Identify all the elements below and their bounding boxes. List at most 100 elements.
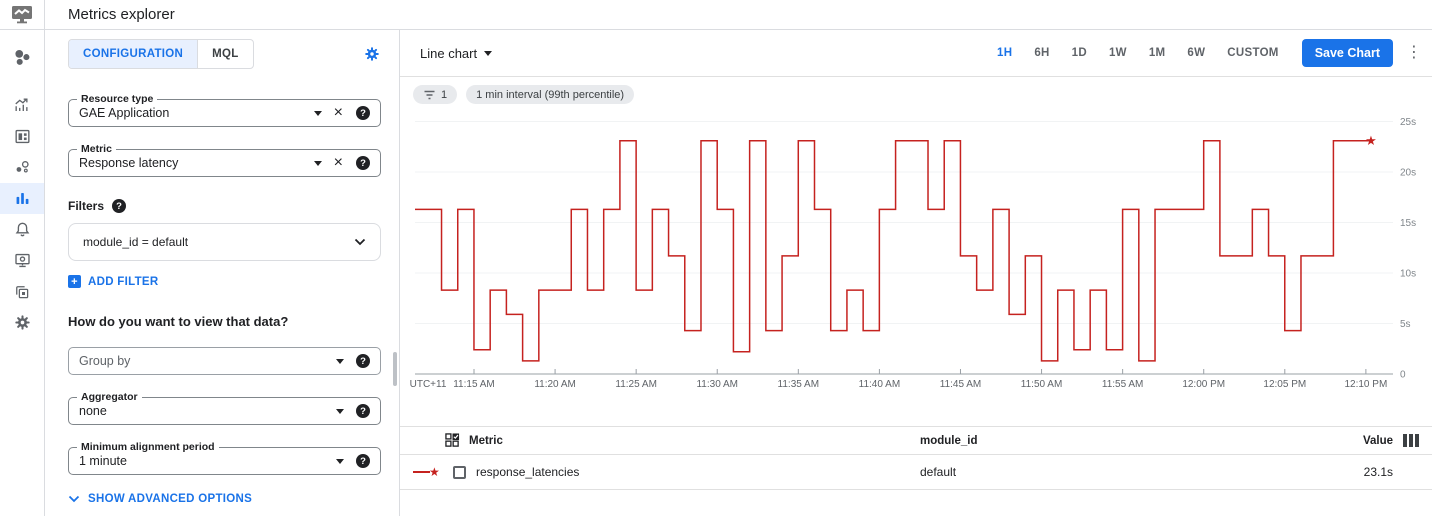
sidebar-item-uptime-checks[interactable] (0, 245, 44, 276)
configuration-panel: CONFIGURATION MQL (45, 30, 400, 516)
row-checkbox[interactable] (453, 465, 466, 479)
chart-panel: Line chart 1H 6H 1D 1W 1M 6W CUSTOM Save Chart… (400, 30, 1432, 516)
line-chart[interactable]: 25s 20s 15s 10s 5s 0 UTC+11 11:15 AM 11:20 AM 11:… (400, 104, 1432, 404)
sidebar-item-metrics-explorer[interactable] (0, 183, 44, 214)
bell-icon (15, 222, 29, 237)
gear-icon (365, 46, 379, 61)
clear-icon[interactable]: × (333, 104, 343, 121)
clear-icon[interactable]: × (333, 154, 343, 171)
show-advanced-options[interactable]: SHOW ADVANCED OPTIONS (68, 493, 381, 505)
y-axis-label: 25s (1400, 117, 1416, 128)
x-axis-label: 11:50 AM (1021, 379, 1063, 390)
resource-type-field[interactable]: Resource type GAE Application × ? (68, 92, 381, 127)
x-axis-label: 11:30 AM (696, 379, 738, 390)
resource-type-label: Resource type (77, 92, 158, 106)
help-icon[interactable]: ? (356, 156, 370, 170)
group-by-field[interactable]: Group by ? (68, 347, 381, 375)
metrics-icon (14, 98, 28, 112)
alignment-period-field[interactable]: Minimum alignment period 1 minute ? (68, 440, 381, 475)
help-icon[interactable]: ? (356, 354, 370, 368)
tab-configuration[interactable]: CONFIGURATION (69, 39, 198, 68)
x-axis-label: 11:20 AM (534, 379, 576, 390)
sidebar-item-services[interactable] (0, 152, 44, 183)
columns-icon[interactable] (1403, 434, 1420, 447)
aggregator-field[interactable]: Aggregator none ? (68, 390, 381, 425)
monitoring-logo-icon (12, 6, 32, 24)
sidebar-item-dashboards[interactable] (0, 121, 44, 152)
time-range-6h[interactable]: 6H (1034, 47, 1050, 59)
tab-mql[interactable]: MQL (197, 39, 252, 68)
chevron-down-icon[interactable] (336, 408, 344, 414)
save-chart-button[interactable]: Save Chart (1301, 39, 1393, 67)
uptime-monitor-icon (14, 253, 30, 268)
chevron-down-icon[interactable] (313, 110, 322, 116)
x-axis-label: 11:45 AM (940, 379, 982, 390)
filters-label: Filters (68, 199, 105, 213)
filter-expression[interactable]: module_id = default (68, 223, 381, 261)
config-settings-gear[interactable] (363, 45, 381, 63)
legend-line-icon (413, 471, 430, 473)
help-icon[interactable]: ? (356, 454, 370, 468)
time-range-1m[interactable]: 1M (1148, 47, 1166, 59)
plus-icon: + (68, 275, 81, 288)
interval-chip[interactable]: 1 min interval (99th percentile) (466, 85, 635, 104)
sidebar-item-groups[interactable] (0, 276, 44, 307)
value-column-header: Value (1362, 434, 1393, 447)
x-axis-label: 11:55 AM (1102, 379, 1144, 390)
time-range-1w[interactable]: 1W (1108, 47, 1127, 59)
chevron-down-icon (484, 50, 493, 56)
chart-line-response_latencies[interactable] (415, 139, 1369, 362)
group-resources-icon (16, 285, 29, 298)
add-filter-button[interactable]: + ADD FILTER (68, 275, 381, 288)
chevron-down-icon[interactable] (336, 358, 344, 364)
config-scrollbar[interactable] (393, 352, 397, 386)
sidebar-item-metrics[interactable] (0, 90, 44, 121)
metric-field[interactable]: Metric Response latency × ? (68, 142, 381, 177)
metric-grid-icon[interactable] (445, 433, 460, 448)
time-range-1d[interactable]: 1D (1071, 47, 1087, 59)
legend-table: Metric module_id Value (400, 426, 1432, 490)
monitoring-logo-cell[interactable] (0, 0, 45, 29)
filter-expression-text: module_id = default (83, 235, 189, 249)
x-axis-label: 11:40 AM (859, 379, 901, 390)
alignment-period-value: 1 minute (79, 454, 127, 468)
help-icon[interactable]: ? (112, 199, 127, 213)
x-axis-label: 12:00 PM (1182, 379, 1225, 390)
y-axis-label: 5s (1400, 319, 1411, 330)
sidebar-item-alerting[interactable] (0, 214, 44, 245)
time-range-selector: 1H 6H 1D 1W 1M 6W CUSTOM (986, 47, 1290, 59)
filter-count: 1 (441, 88, 448, 101)
gear-icon (14, 315, 30, 330)
chevron-down-icon[interactable] (313, 160, 322, 166)
help-icon[interactable]: ? (356, 404, 370, 418)
help-icon[interactable]: ? (356, 106, 370, 120)
view-data-heading: How do you want to view that data? (68, 314, 289, 329)
chart-type-label: Line chart (420, 45, 478, 61)
chart-chips: 1 1 min interval (99th percentile) (400, 77, 1432, 104)
time-range-custom[interactable]: CUSTOM (1227, 47, 1279, 59)
advanced-options-label: SHOW ADVANCED OPTIONS (88, 493, 253, 505)
chevron-down-icon[interactable] (336, 458, 344, 464)
sidebar-item-resources[interactable] (0, 42, 44, 73)
sidebar-item-settings[interactable] (0, 307, 44, 338)
latest-value: 23.1s (1363, 465, 1393, 479)
chevron-down-icon (68, 495, 80, 503)
alignment-period-label: Minimum alignment period (77, 440, 219, 454)
services-icon (16, 160, 29, 173)
resources-icon (15, 49, 30, 65)
x-axis-label: 11:25 AM (615, 379, 657, 390)
filter-count-chip[interactable]: 1 (413, 85, 458, 104)
overflow-menu-icon[interactable]: ⋮ (1406, 44, 1422, 61)
y-axis-label: 0 (1400, 370, 1406, 381)
chart-type-dropdown[interactable]: Line chart (420, 45, 493, 61)
module-id-column-header: module_id (920, 434, 978, 447)
metric-name: response_latencies (476, 465, 580, 479)
table-row[interactable]: ★ response_latencies default 23.1s (400, 455, 1432, 490)
time-range-6w[interactable]: 6W (1187, 47, 1206, 59)
time-range-1h[interactable]: 1H (997, 47, 1013, 59)
page-title: Metrics explorer (68, 6, 175, 23)
y-axis-label: 15s (1400, 218, 1416, 229)
config-tabs: CONFIGURATION MQL (68, 38, 254, 69)
x-axis-label: 12:05 PM (1263, 379, 1306, 390)
latest-point-star-icon: ★ (1365, 134, 1377, 149)
